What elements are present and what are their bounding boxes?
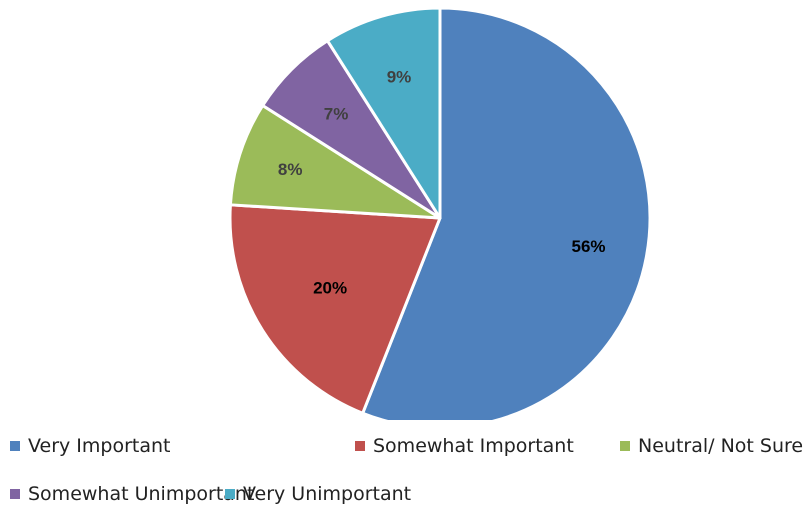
- legend-label: Very Important: [28, 435, 171, 457]
- slice-data-label: 20%: [313, 278, 347, 297]
- legend-label: Very Unimportant: [243, 483, 411, 505]
- legend-item: Somewhat Important: [355, 433, 574, 459]
- slice-data-label: 56%: [571, 237, 605, 256]
- pie-slices: [230, 8, 650, 420]
- legend-swatch: [355, 441, 365, 451]
- legend-swatch: [10, 441, 20, 451]
- pie-chart: 56% 20% 8% 7% 9%: [0, 0, 812, 420]
- legend-item: Somewhat Unimportant: [10, 481, 254, 507]
- legend-swatch: [620, 441, 630, 451]
- chart-legend: Very Important Somewhat Important Neutral/…: [0, 432, 812, 516]
- legend-label: Somewhat Important: [373, 435, 574, 457]
- legend-label: Somewhat Unimportant: [28, 483, 254, 505]
- legend-swatch: [225, 489, 235, 499]
- slice-data-label: 9%: [387, 67, 412, 86]
- legend-label: Neutral/ Not Sure: [638, 435, 803, 457]
- legend-item: Neutral/ Not Sure: [620, 433, 803, 459]
- slice-data-label: 7%: [324, 105, 349, 124]
- legend-swatch: [10, 489, 20, 499]
- slice-data-label: 8%: [278, 160, 303, 179]
- legend-item: Very Important: [10, 433, 171, 459]
- legend-item: Very Unimportant: [225, 481, 411, 507]
